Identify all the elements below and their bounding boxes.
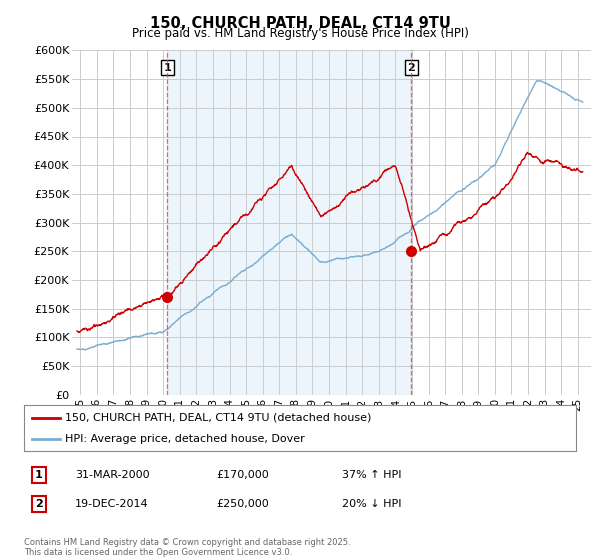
Text: HPI: Average price, detached house, Dover: HPI: Average price, detached house, Dove… <box>65 435 305 444</box>
Bar <box>167 50 412 395</box>
Text: 31-MAR-2000: 31-MAR-2000 <box>75 470 149 480</box>
Text: 37% ↑ HPI: 37% ↑ HPI <box>342 470 401 480</box>
Text: 150, CHURCH PATH, DEAL, CT14 9TU: 150, CHURCH PATH, DEAL, CT14 9TU <box>149 16 451 31</box>
Text: Contains HM Land Registry data © Crown copyright and database right 2025.
This d: Contains HM Land Registry data © Crown c… <box>24 538 350 557</box>
Text: Price paid vs. HM Land Registry's House Price Index (HPI): Price paid vs. HM Land Registry's House … <box>131 27 469 40</box>
Text: 1: 1 <box>163 63 171 73</box>
Text: 2: 2 <box>35 499 43 509</box>
Text: 150, CHURCH PATH, DEAL, CT14 9TU (detached house): 150, CHURCH PATH, DEAL, CT14 9TU (detach… <box>65 413 372 423</box>
Text: 1: 1 <box>35 470 43 480</box>
Text: 19-DEC-2014: 19-DEC-2014 <box>75 499 149 509</box>
Text: 2: 2 <box>407 63 415 73</box>
Text: £170,000: £170,000 <box>216 470 269 480</box>
Text: 20% ↓ HPI: 20% ↓ HPI <box>342 499 401 509</box>
Text: £250,000: £250,000 <box>216 499 269 509</box>
